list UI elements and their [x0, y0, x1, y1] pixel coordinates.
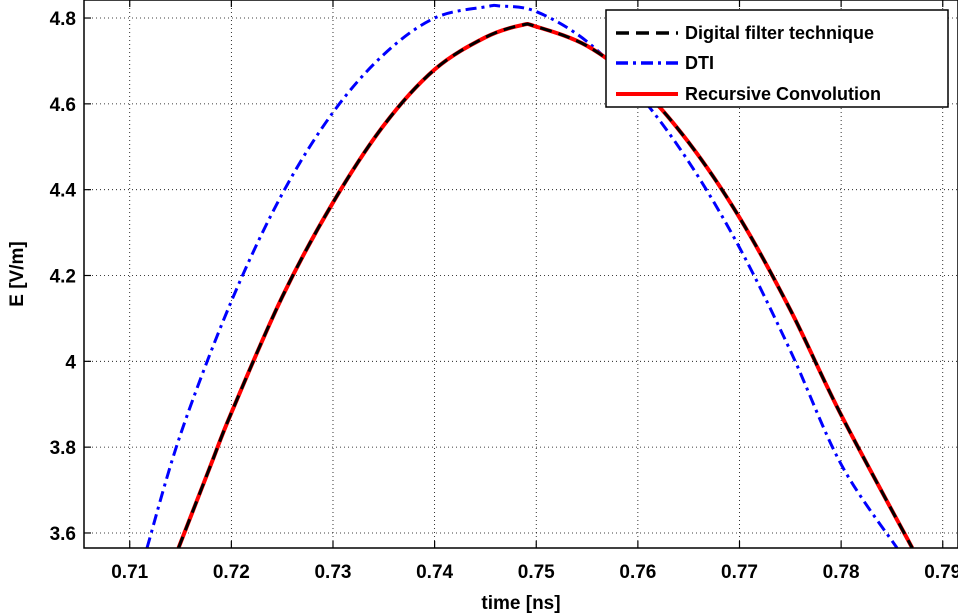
x-tick-label: 0.74: [416, 562, 453, 583]
x-tick-label: 0.77: [721, 562, 758, 583]
ticks: 0.71 0.72 0.73 0.74 0.75 0.76 0.77 0.78 0.79 3.6 3…: [50, 0, 958, 583]
plot-frame: [83, 0, 958, 549]
y-tick-label: 3.8: [50, 438, 76, 459]
x-axis-label: time [ns]: [481, 593, 560, 614]
y-tick-label: 3.6: [50, 524, 76, 545]
x-tick-label: 0.73: [314, 562, 351, 583]
y-axis-label: E [V/m]: [7, 241, 28, 306]
legend: Digital filter technique DTI Recursive Con…: [605, 9, 949, 108]
x-tick-label: 0.72: [213, 562, 250, 583]
y-tick-label: 4.4: [50, 181, 77, 202]
y-tick-label: 4: [65, 352, 76, 373]
y-tick-label: 4.2: [50, 267, 76, 288]
legend-label: Recursive Convolution: [685, 84, 881, 104]
legend-label: Digital filter technique: [685, 23, 874, 43]
x-tick-label: 0.79: [924, 562, 958, 583]
legend-box: [605, 9, 949, 108]
x-tick-label: 0.75: [518, 562, 555, 583]
x-tick-label: 0.76: [619, 562, 656, 583]
y-tick-label: 4.6: [50, 95, 76, 116]
x-tick-label: 0.78: [823, 562, 860, 583]
legend-label: DTI: [685, 53, 714, 73]
x-tick-label: 0.71: [111, 562, 148, 583]
series-line-0: [177, 22, 914, 548]
y-tick-label: 4.8: [50, 9, 76, 30]
series-layer: [145, 3, 915, 548]
